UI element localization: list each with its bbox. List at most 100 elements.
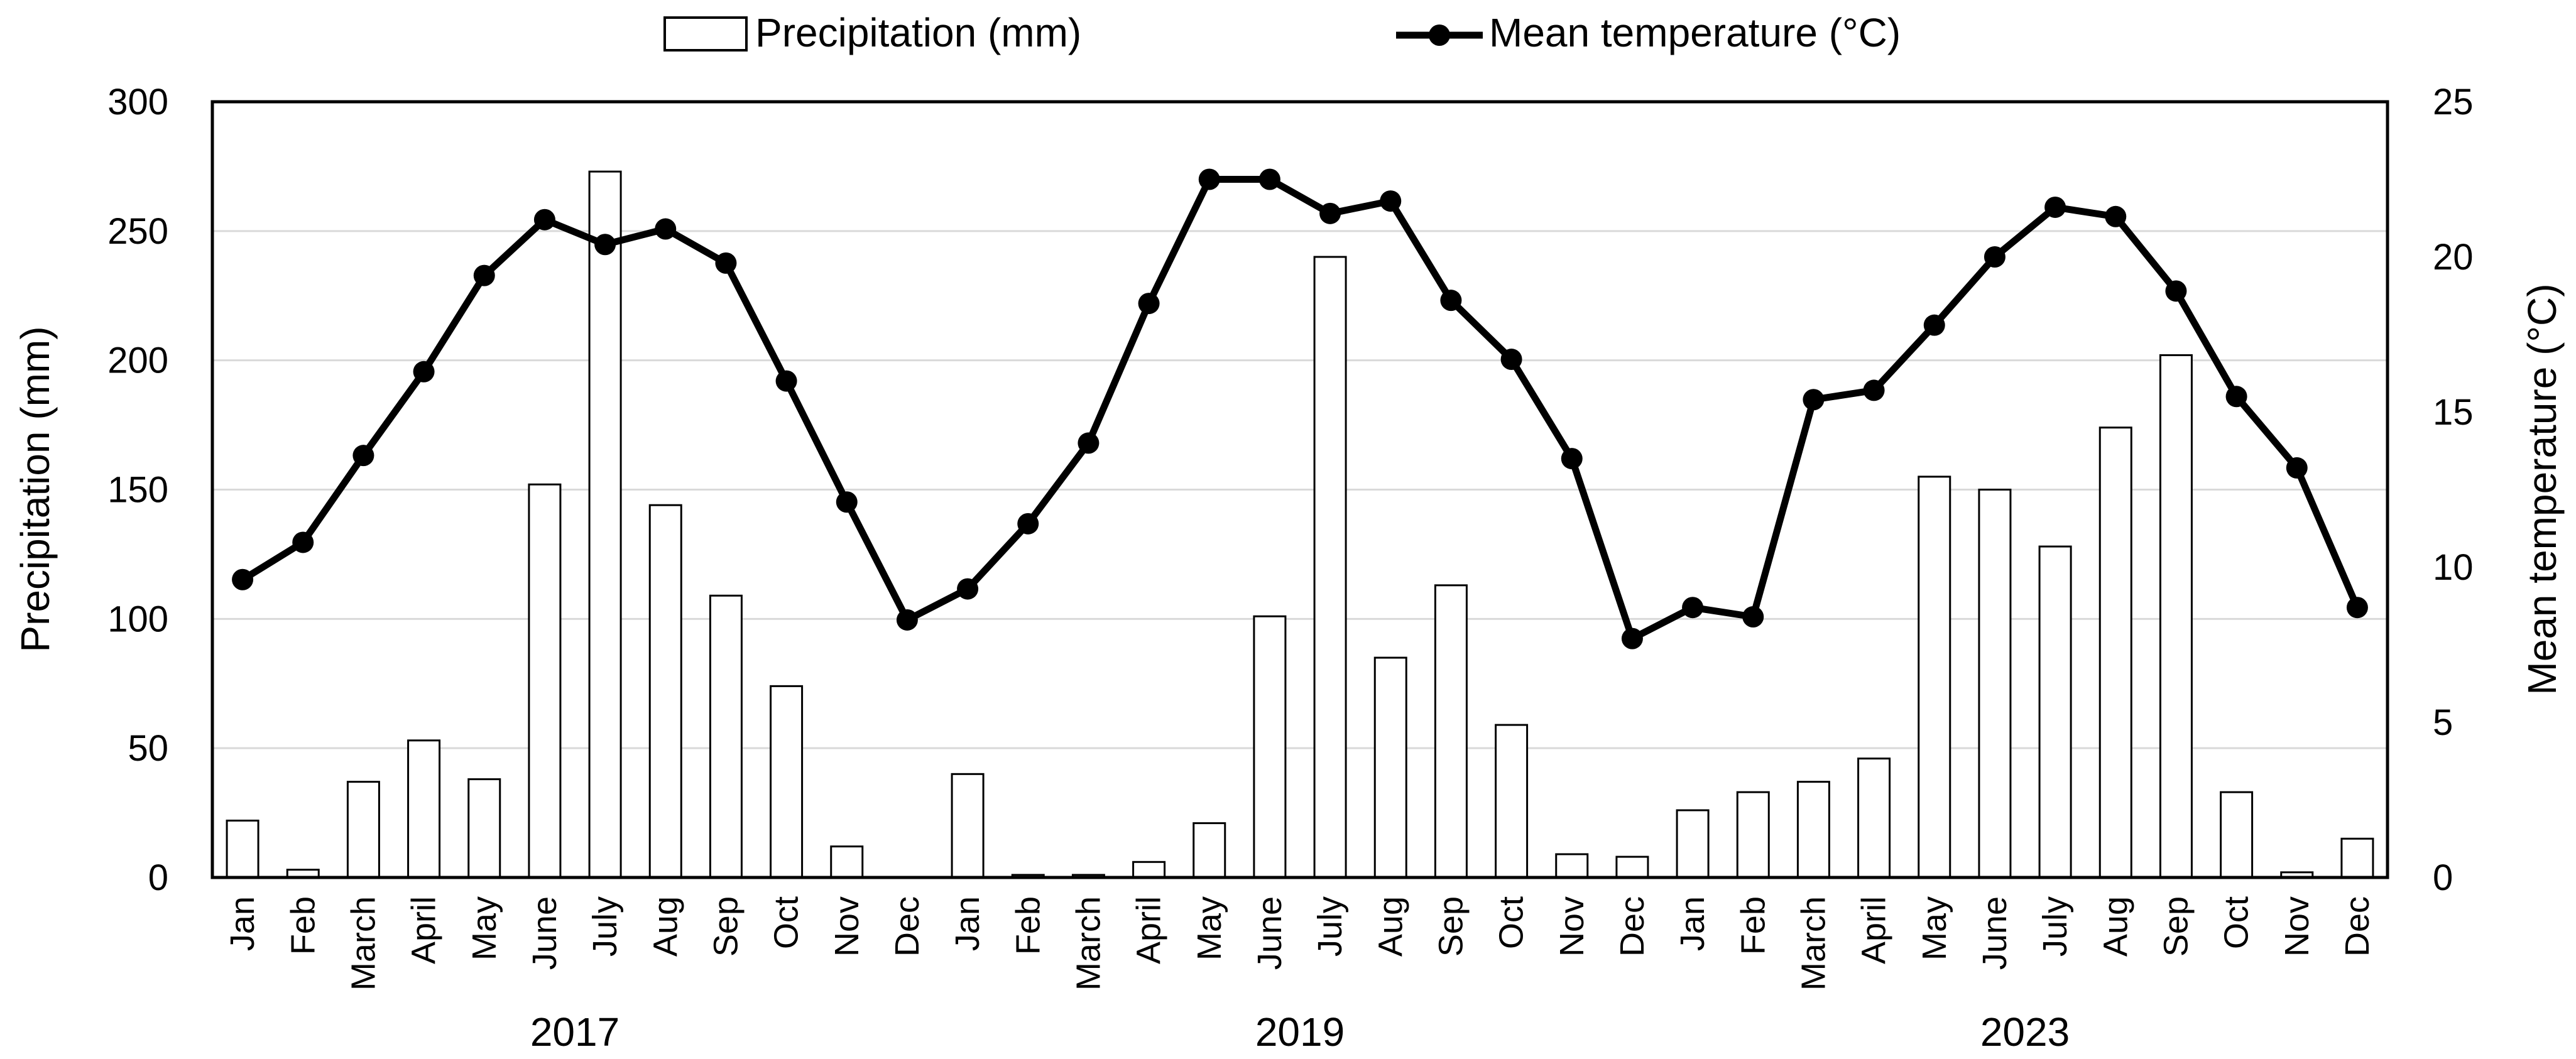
precipitation-bar [709, 594, 743, 879]
temperature-point [2346, 597, 2368, 619]
temperature-point [1380, 190, 1402, 212]
month-label: Nov [2278, 896, 2316, 957]
temperature-point [1803, 389, 1825, 411]
precipitation-bar [770, 685, 804, 879]
month-label: Feb [1009, 896, 1047, 955]
right-tick-label: 5 [2433, 702, 2453, 743]
precipitation-bar [951, 773, 985, 879]
temperature-series [241, 176, 2360, 643]
month-label: April [405, 896, 443, 964]
month-label: Sep [2157, 896, 2195, 957]
temperature-point [1863, 379, 1885, 401]
temperature-point [836, 491, 858, 513]
temperature-point [533, 209, 555, 231]
precipitation-bar [1313, 256, 1347, 879]
precipitation-bar [2159, 354, 2193, 879]
temperature-point [2105, 205, 2127, 227]
month-label: July [1311, 896, 1349, 957]
month-label: Sep [707, 896, 745, 957]
month-label: Feb [1734, 896, 1772, 955]
precipitation-bar [528, 483, 562, 879]
x-axis-year-labels: 2017 2019 2023 [530, 1009, 2070, 1055]
month-label: May [466, 896, 503, 960]
precipitation-bar [648, 504, 682, 879]
precipitation-bar [407, 739, 441, 879]
temperature-point [1017, 513, 1039, 535]
month-label: Dec [1613, 896, 1651, 957]
precipitation-bar [1192, 822, 1226, 879]
right-tick-label: 0 [2433, 857, 2453, 898]
temperature-point [1561, 448, 1583, 470]
left-tick-label: 250 [107, 211, 168, 252]
month-label: Dec [888, 896, 926, 957]
temperature-point [1742, 606, 1764, 628]
precipitation-bar [2038, 545, 2072, 879]
temperature-point [2286, 457, 2308, 479]
year-label: 2017 [530, 1009, 619, 1055]
precipitation-bar [2340, 837, 2374, 879]
left-tick-label: 50 [128, 728, 168, 769]
precipitation-bar [1978, 489, 2012, 879]
month-label: Jan [949, 896, 986, 951]
right-axis-title: Mean temperature (°C) [2519, 283, 2565, 695]
month-label: March [1069, 896, 1107, 991]
temperature-point [1258, 168, 1280, 190]
legend-temperature-marker [1429, 24, 1450, 46]
month-label: Feb [284, 896, 322, 955]
precipitation-bar [226, 819, 259, 879]
legend-temperature-label: Mean temperature (°C) [1489, 10, 1901, 55]
month-label: July [586, 896, 624, 957]
temperature-point [715, 252, 737, 274]
month-label: Oct [768, 896, 805, 949]
temperature-point [1621, 627, 1643, 649]
plot-frame [210, 100, 2389, 879]
month-label: May [1916, 896, 1953, 960]
precipitation-bar [1434, 584, 1468, 879]
temperature-point [413, 361, 435, 383]
precipitation-bar [1736, 791, 1770, 879]
precipitation-bar [2098, 426, 2132, 879]
temperature-point [473, 264, 495, 286]
month-label: April [1855, 896, 1893, 964]
precipitation-bar [1495, 724, 1529, 879]
temperature-point [352, 445, 374, 467]
month-label: July [2036, 896, 2074, 957]
precipitation-bar [830, 845, 864, 879]
temperature-point [594, 234, 616, 256]
temperature-point [957, 578, 979, 600]
legend-precipitation-label: Precipitation (mm) [755, 10, 1081, 55]
precipitation-bar [2220, 791, 2254, 879]
temperature-point [1984, 246, 2006, 268]
precipitation-bar [588, 170, 622, 879]
month-label: Sep [1432, 896, 1470, 957]
left-tick-label: 300 [107, 82, 168, 122]
month-label: March [1794, 896, 1832, 991]
temperature-point [1923, 314, 1945, 336]
month-label: Oct [1493, 896, 1531, 949]
temperature-point [1440, 290, 1462, 312]
month-label: June [1251, 896, 1289, 970]
month-label: Aug [2097, 896, 2134, 957]
precipitation-bar [1857, 758, 1891, 879]
left-tick-label: 150 [107, 470, 168, 511]
month-label: Aug [1372, 896, 1409, 957]
temperature-point [232, 568, 254, 590]
left-tick-label: 0 [148, 857, 168, 898]
right-tick-label: 15 [2433, 392, 2474, 433]
month-label: May [1191, 896, 1228, 960]
year-label: 2019 [1255, 1009, 1345, 1055]
temperature-point [1319, 202, 1341, 224]
month-label: Nov [828, 896, 866, 957]
right-tick-label: 10 [2433, 547, 2474, 588]
month-label: Jan [224, 896, 261, 951]
temperature-point [775, 370, 797, 392]
legend-precipitation-swatch [663, 16, 748, 52]
month-label: June [1976, 896, 2014, 970]
temperature-point [1078, 432, 1100, 454]
temperature-point [292, 531, 314, 553]
left-tick-label: 100 [107, 599, 168, 639]
precipitation-bars [226, 170, 2374, 879]
precipitation-bar [1373, 656, 1407, 879]
precipitation-bar [1132, 861, 1166, 879]
